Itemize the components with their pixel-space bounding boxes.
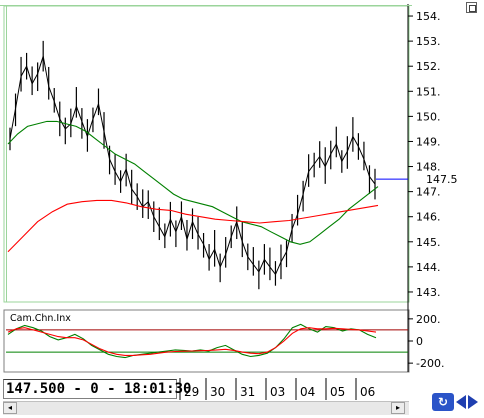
moving-average-long-line: [7, 199, 379, 253]
price-tick-label: 151.: [416, 85, 441, 98]
restore-icon[interactable]: [466, 2, 477, 13]
x-axis: 29 30 31 03 04 05 06: [179, 378, 375, 400]
last-price-label: 147.5: [426, 173, 458, 186]
x-tick-label: 06: [360, 385, 375, 399]
scroll-left-button[interactable]: ◂: [3, 402, 17, 414]
horizontal-scrollbar[interactable]: ◂ ▸: [3, 401, 409, 415]
price-tick-label: 150.: [416, 110, 441, 123]
indicator-axis: 200. 0 -200.: [408, 313, 444, 370]
price-tick-label: 143.: [416, 286, 441, 299]
scroll-right-button[interactable]: ▸: [391, 402, 405, 414]
price-tick-label: 145.: [416, 236, 441, 249]
arrow-right-icon[interactable]: [468, 395, 478, 409]
price-tick-label: 146.: [416, 211, 441, 224]
indicator-tick-label: 0: [416, 335, 423, 348]
x-tick-label: 29: [184, 385, 199, 399]
indicator-title: Cam.Chn.Inx: [10, 313, 71, 324]
price-tick-label: 148.: [416, 161, 441, 174]
price-tick-label: 149.: [416, 135, 441, 148]
price-tick-label: 147.: [416, 186, 441, 199]
x-tick-label: 03: [270, 385, 285, 399]
indicator-tick-label: 200.: [416, 313, 441, 326]
x-tick-label: 04: [300, 385, 315, 399]
price-panel: [3, 5, 410, 303]
signal-line: [7, 327, 377, 356]
refresh-icon[interactable]: ↻: [432, 393, 454, 411]
x-tick-label: 05: [330, 385, 345, 399]
price-marks: [7, 40, 408, 290]
crosshair-readout: 147.500 - 0 - 18:01:30: [3, 379, 191, 399]
moving-average-short-line: [7, 120, 379, 245]
indicator-tick-label: -200.: [416, 357, 444, 370]
indicator-panel: [3, 309, 410, 373]
price-tick-label: 144.: [416, 261, 441, 274]
price-axis: 154. 153. 152. 151. 150. 149. 148. 147. 146. 145.…: [408, 10, 458, 299]
price-tick-label: 153.: [416, 35, 441, 48]
arrow-left-icon[interactable]: [456, 395, 466, 409]
x-tick-label: 30: [210, 385, 225, 399]
indicator-marks: [6, 323, 408, 359]
price-series-line: [9, 56, 376, 276]
price-tick-label: 152.: [416, 60, 441, 73]
x-tick-label: 31: [240, 385, 255, 399]
price-tick-label: 154.: [416, 10, 441, 23]
